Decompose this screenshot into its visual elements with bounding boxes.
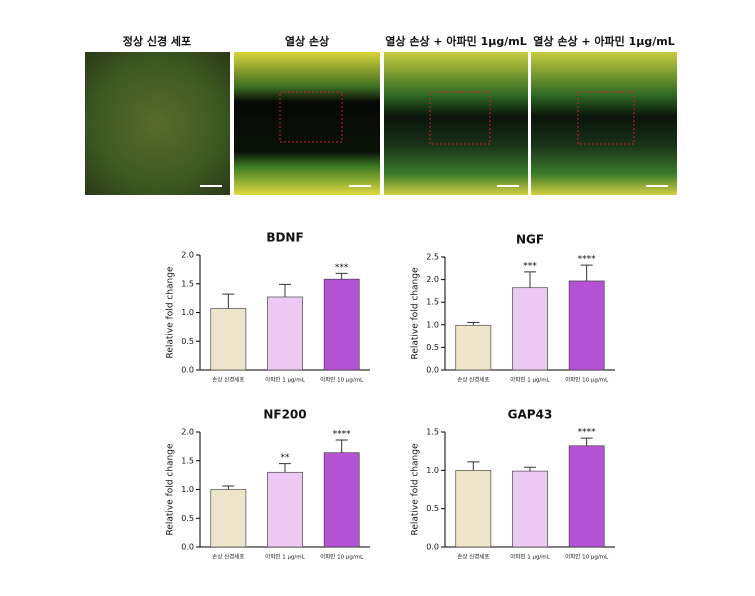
significance-label: *** [335,263,349,273]
y-axis-label: Relative fold change [411,267,421,359]
y-tick-label: 1.0 [426,320,439,329]
y-tick-label: 1.0 [181,308,194,317]
chart-title: NF200 [263,408,306,422]
bar [267,471,303,548]
y-tick-label: 1.0 [426,466,439,475]
error-bar [467,461,480,471]
bar [568,445,605,548]
y-tick-label: 0.0 [426,543,439,552]
error-bar [467,322,480,326]
y-tick-label: 2.0 [181,251,194,260]
error-bar [335,439,348,453]
y-tick-label: 0.0 [181,366,194,375]
x-tick-label: 아파민 10 μg/mL [320,376,364,384]
panel-label: 열상 손상 + 아파민 1μg/mL [385,34,527,48]
x-tick-label: 아파민 10 μg/mL [320,553,364,561]
significance-label: **** [578,255,597,265]
panel-label: 정상 신경 세포 [123,34,191,48]
bar [455,324,492,371]
x-tick-label: 아파민 10 μg/mL [565,376,609,384]
x-tick-label: 손상 신경세포 [457,553,489,561]
error-bar [222,485,235,490]
y-tick-label: 0.5 [426,343,439,352]
x-tick-label: 아파민 1 μg/mL [265,553,305,561]
y-tick-label: 0.5 [181,337,194,346]
panel-label: 열상 손상 [285,34,329,48]
y-tick-label: 2.5 [426,253,439,262]
significance-label: ** [281,453,291,463]
y-tick-label: 0.5 [426,504,439,513]
y-tick-label: 0.0 [181,543,194,552]
y-tick-label: 1.5 [181,279,194,288]
bar [267,296,303,371]
micrograph [85,52,230,195]
y-tick-label: 0.5 [181,514,194,523]
error-bar [524,466,536,472]
bar [323,278,360,371]
x-tick-label: 아파민 1 μg/mL [265,376,305,384]
x-tick-label: 아파민 1 μg/mL [510,553,550,561]
error-bar [335,272,348,280]
chart-title: BDNF [266,231,303,245]
bar [455,470,492,548]
chart-title: GAP43 [508,408,553,422]
y-tick-label: 2.0 [181,428,194,437]
x-tick-label: 손상 신경세포 [457,376,489,384]
y-tick-label: 1.5 [426,298,439,307]
y-axis-label: Relative fold change [166,266,176,358]
error-bar [524,271,536,288]
y-tick-label: 1.5 [181,456,194,465]
wound-box [279,91,635,145]
y-tick-label: 0.0 [426,366,439,375]
error-bar [279,463,291,473]
micrograph [384,52,528,195]
significance-label: **** [333,430,352,440]
bar [210,489,247,548]
chart-title: NGF [516,233,544,247]
y-tick-label: 2.0 [426,275,439,284]
micrograph [234,52,380,195]
bar [568,280,605,371]
significance-label: *** [523,261,537,271]
x-tick-label: 아파민 10 μg/mL [565,553,609,561]
error-bar [222,293,235,309]
bar [210,308,247,371]
bar [512,287,548,371]
error-bar [580,437,593,446]
micrograph [531,52,677,195]
x-tick-label: 손상 신경세포 [212,376,244,384]
y-tick-label: 1.5 [426,428,439,437]
error-bar [580,264,593,281]
bar [512,470,548,548]
x-tick-label: 손상 신경세포 [212,553,244,561]
y-tick-label: 1.0 [181,485,194,494]
y-axis-label: Relative fold change [411,443,421,535]
error-bar [279,283,291,297]
bar [323,452,360,548]
x-tick-label: 아파민 1 μg/mL [510,376,550,384]
panel-label: 열상 손상 + 아파민 1μg/mL [533,34,675,48]
significance-label: **** [578,428,597,438]
y-axis-label: Relative fold change [166,443,176,535]
